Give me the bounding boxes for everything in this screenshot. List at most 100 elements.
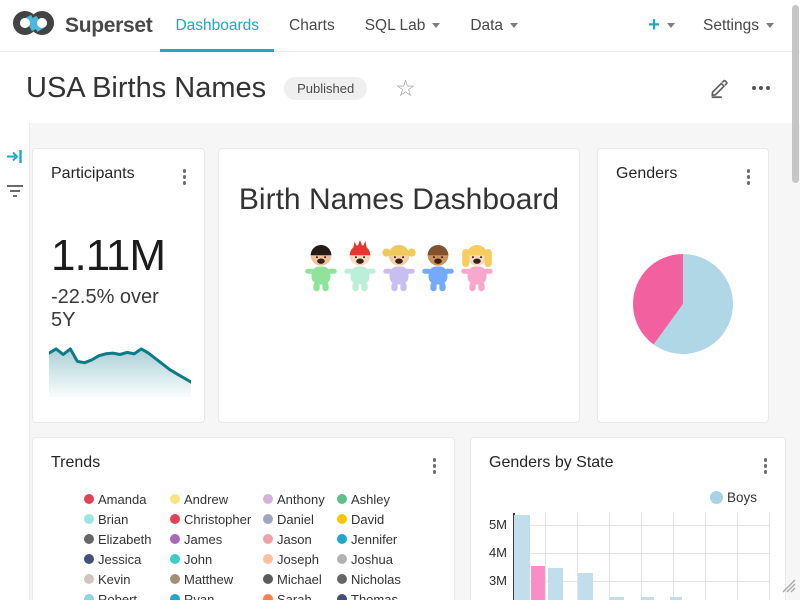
legend-item-matthew[interactable]: Matthew: [170, 569, 263, 589]
legend-item-kevin[interactable]: Kevin: [84, 569, 170, 589]
legend-item-joshua[interactable]: Joshua: [337, 549, 433, 569]
legend-item-david[interactable]: David: [337, 509, 433, 529]
gridline: [673, 513, 674, 600]
legend-swatch: [84, 594, 94, 600]
gridline: [609, 513, 610, 600]
dashboard-grid: Participants 1.11M -22.5% over 5Y Birth …: [0, 123, 800, 600]
bar-boys-2: [548, 568, 563, 600]
legend-swatch: [263, 494, 273, 504]
tab-sql-lab[interactable]: SQL Lab: [350, 0, 456, 52]
legend-item-amanda[interactable]: Amanda: [84, 489, 170, 509]
y-tick-label: 4M: [477, 545, 507, 560]
big-number-subheader: -22.5% over 5Y: [33, 286, 204, 332]
genders-pie-chart: [628, 249, 738, 359]
expand-filter-bar-icon[interactable]: [6, 149, 23, 169]
bar-boys-3: [578, 573, 593, 600]
legend-swatch: [337, 554, 347, 564]
legend-swatch: [170, 594, 180, 600]
chart-kebab-menu-icon[interactable]: [177, 165, 193, 189]
legend-item-jennifer[interactable]: Jennifer: [337, 529, 433, 549]
legend-swatch: [84, 554, 94, 564]
legend-item-michael[interactable]: Michael: [263, 569, 337, 589]
legend-item-brian[interactable]: Brian: [84, 509, 170, 529]
y-tick-label: 3M: [477, 573, 507, 588]
legend-item-john[interactable]: John: [170, 549, 263, 569]
gridline: [515, 553, 769, 554]
trends-chart-card: Trends AmandaAndrewAnthonyAshleyBrianChr…: [32, 437, 455, 600]
favorite-star-icon[interactable]: ☆: [395, 77, 416, 100]
settings-menu[interactable]: Settings: [703, 17, 774, 35]
chevron-down-icon: [667, 23, 675, 28]
bar-girls-1: [531, 566, 545, 600]
child-lavender-emoji: [381, 239, 417, 300]
dashboard-header: USA Births Names Published ☆: [0, 53, 800, 123]
legend-item-andrew[interactable]: Andrew: [170, 489, 263, 509]
legend-swatch: [337, 514, 347, 524]
legend-swatch: [263, 514, 273, 524]
legend-swatch: [337, 594, 347, 600]
legend-swatch: [263, 534, 273, 544]
bar-boys-0: [514, 515, 530, 600]
gridline: [545, 513, 546, 600]
legend-swatch: [337, 534, 347, 544]
legend-swatch: [263, 574, 273, 584]
trends-legend: AmandaAndrewAnthonyAshley BrianChristophe…: [84, 489, 433, 600]
resize-handle-icon[interactable]: [782, 579, 796, 598]
child-mint-emoji: [342, 239, 378, 300]
legend-item-daniel[interactable]: Daniel: [263, 509, 337, 529]
chevron-down-icon: [766, 23, 774, 28]
tab-charts[interactable]: Charts: [274, 0, 350, 52]
markdown-card: Birth Names Dashboard: [218, 148, 580, 423]
legend-item-jessica[interactable]: Jessica: [84, 549, 170, 569]
more-options-icon[interactable]: [748, 82, 774, 94]
legend-item-joseph[interactable]: Joseph: [263, 549, 337, 569]
chart-kebab-menu-icon[interactable]: [741, 165, 757, 189]
legend-swatch: [170, 494, 180, 504]
legend-swatch: [337, 574, 347, 584]
legend-item-anthony[interactable]: Anthony: [263, 489, 337, 509]
legend-item-elizabeth[interactable]: Elizabeth: [84, 529, 170, 549]
tab-data[interactable]: Data: [455, 0, 533, 52]
legend-item-sarah[interactable]: Sarah: [263, 589, 337, 600]
legend-swatch: [263, 554, 273, 564]
superset-logo[interactable]: Superset: [0, 9, 152, 42]
legend-item-james[interactable]: James: [170, 529, 263, 549]
chevron-down-icon: [510, 23, 518, 28]
chart-title: Participants: [51, 165, 135, 183]
header-actions: [708, 77, 774, 99]
participants-chart-card: Participants 1.11M -22.5% over 5Y: [32, 148, 205, 423]
legend-swatch: [170, 554, 180, 564]
filter-bar-collapsed: [0, 123, 30, 600]
legend-swatch: [170, 574, 180, 584]
published-badge[interactable]: Published: [284, 77, 367, 100]
legend-item-robert[interactable]: Robert: [84, 589, 170, 600]
main-nav-tabs: Dashboards Charts SQL Lab Data: [160, 0, 533, 52]
gridline: [641, 513, 642, 600]
chart-kebab-menu-icon[interactable]: [427, 454, 443, 478]
legend-swatch: [337, 494, 347, 504]
legend-item-nicholas[interactable]: Nicholas: [337, 569, 433, 589]
vertical-scrollbar[interactable]: [792, 5, 799, 183]
gridline: [705, 513, 706, 600]
legend-swatch: [84, 574, 94, 584]
page-title: USA Births Names: [26, 72, 266, 105]
legend-item-jason[interactable]: Jason: [263, 529, 337, 549]
participants-trendline-chart: [49, 331, 191, 397]
legend-item-ashley[interactable]: Ashley: [337, 489, 433, 509]
big-number-value: 1.11M: [33, 231, 204, 281]
edit-pencil-icon[interactable]: [708, 77, 730, 99]
child-green-emoji: [303, 239, 339, 300]
legend-item-thomas[interactable]: Thomas: [337, 589, 433, 600]
genders-by-state-bar-chart: 5M4M3M: [471, 438, 785, 600]
gridline: [737, 513, 738, 600]
tab-dashboards[interactable]: Dashboards: [160, 0, 274, 52]
new-item-button[interactable]: +: [648, 14, 675, 37]
legend-item-ryan[interactable]: Ryan: [170, 589, 263, 600]
legend-swatch: [263, 594, 273, 600]
markdown-heading: Birth Names Dashboard: [219, 183, 579, 217]
legend-swatch: [170, 514, 180, 524]
chevron-down-icon: [432, 23, 440, 28]
filter-icon[interactable]: [6, 184, 24, 203]
legend-item-christopher[interactable]: Christopher: [170, 509, 263, 529]
child-blue-emoji: [420, 239, 456, 300]
